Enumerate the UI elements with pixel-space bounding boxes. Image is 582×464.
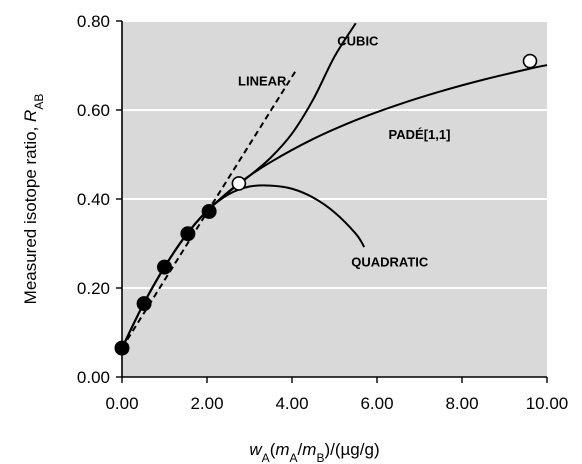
curve-label: PADÉ[1,1] (389, 127, 451, 142)
data-points (114, 53, 538, 356)
axis-title-part: w (249, 440, 263, 459)
curve-labels: LINEAR CUBIC PADÉ[1,1] QUADRATIC (238, 33, 450, 269)
x-tick-label: 0.00 (105, 394, 138, 413)
axis-title-part: Measured isotope ratio, (21, 122, 40, 304)
axis-title-part: m (275, 440, 289, 459)
x-tick-label: 10.00 (526, 394, 569, 413)
axis-title-part: ( (270, 440, 276, 459)
open-point (231, 176, 247, 191)
curve-label: LINEAR (238, 74, 287, 89)
tick-labels: 0.00 0.20 0.40 0.60 0.80 0.00 2.00 4.00 6.00 8.00… (77, 12, 568, 413)
filled-point (201, 203, 217, 219)
y-tick-label: 0.40 (77, 190, 110, 209)
filled-point (136, 296, 152, 312)
x-tick-label: 2.00 (190, 394, 223, 413)
axis-title-part: )/(µg/g) (324, 440, 379, 459)
x-tick-label: 4.00 (275, 394, 308, 413)
x-tick-label: 8.00 (445, 394, 478, 413)
x-axis-title: wA(mA/mB)/(µg/g) (249, 440, 379, 464)
y-tick-label: 0.20 (77, 279, 110, 298)
y-axis-title: Measured isotope ratio, RAB (21, 94, 46, 305)
axes (116, 20, 548, 383)
axis-title-part: AB (32, 94, 46, 110)
y-tick-label: 0.60 (77, 101, 110, 120)
axis-title-part: R (21, 110, 40, 122)
y-tick-label: 0.00 (77, 368, 110, 387)
axis-title-part: m (302, 440, 316, 459)
filled-point (157, 259, 172, 275)
axis-title-part: A (290, 451, 298, 464)
curve-label: CUBIC (337, 33, 379, 48)
axis-title-part: / (298, 440, 303, 459)
x-tick-label: 6.00 (360, 394, 393, 413)
open-point (522, 53, 538, 69)
axis-title-part: A (262, 451, 270, 464)
y-tick-label: 0.80 (77, 12, 110, 31)
curve-label: QUADRATIC (351, 255, 429, 270)
filled-point (180, 226, 196, 242)
grid-lines (122, 20, 547, 289)
axis-title-part: B (316, 451, 324, 464)
filled-point (114, 340, 130, 356)
